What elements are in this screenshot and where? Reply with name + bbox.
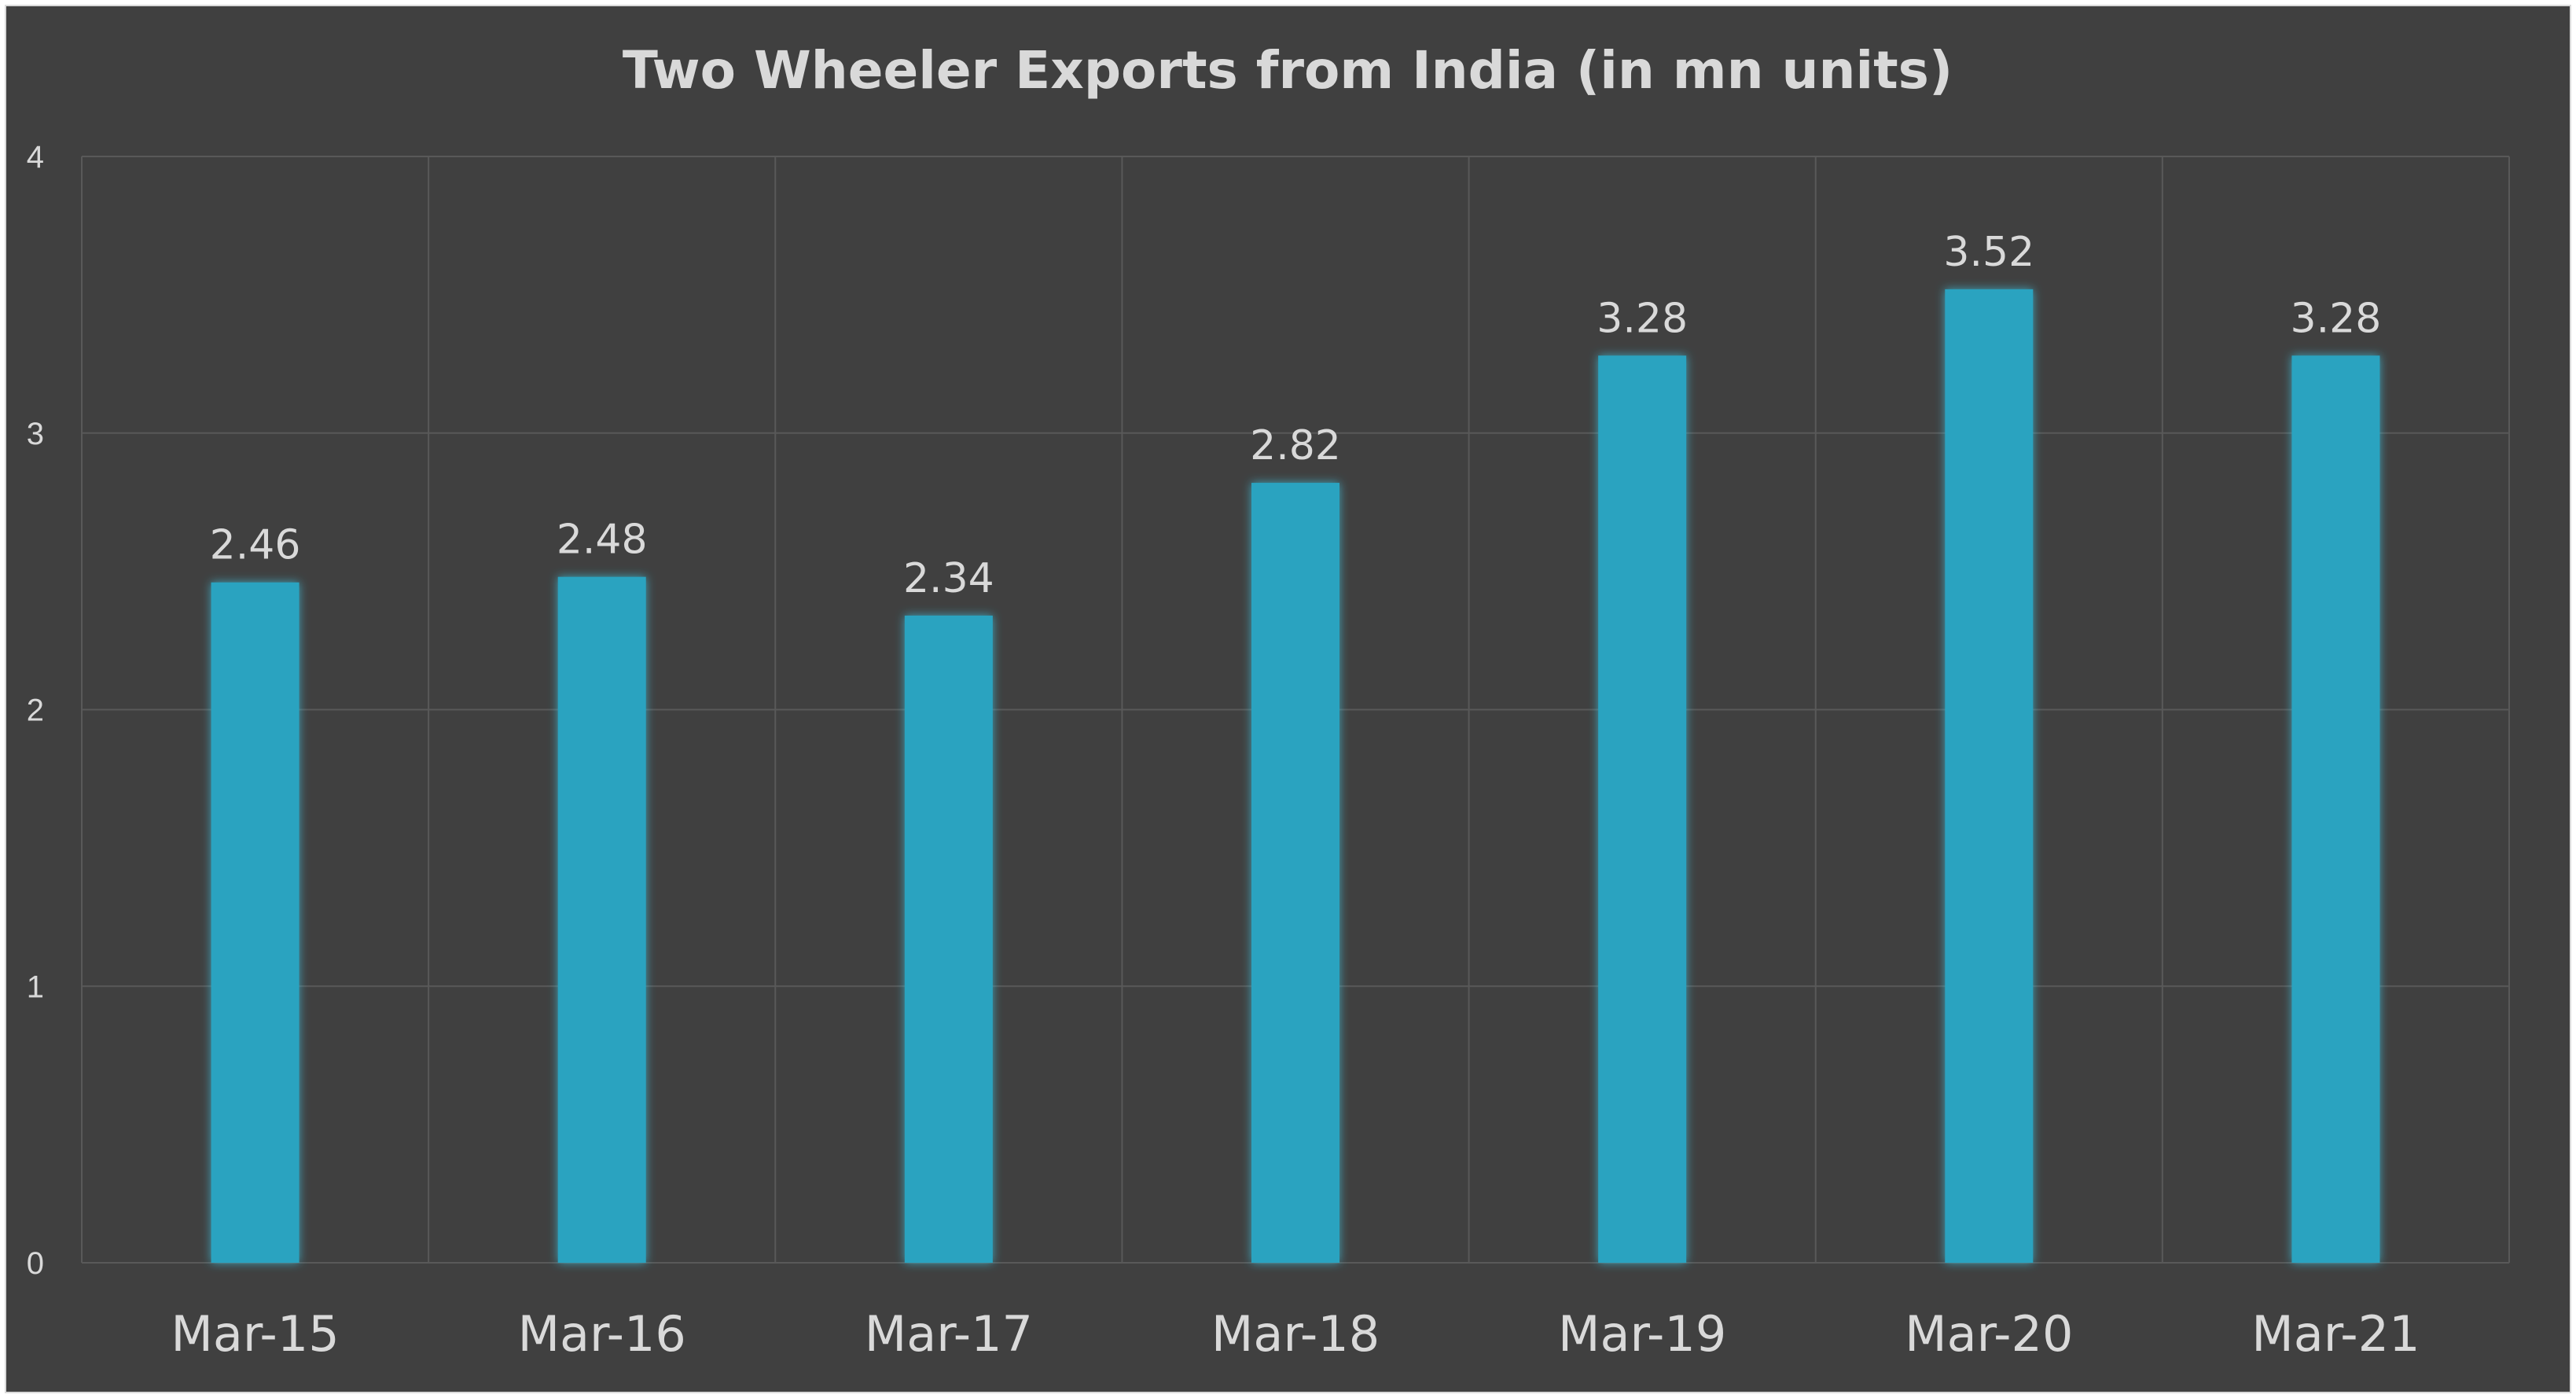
data-label: 3.28 xyxy=(1597,295,1688,342)
x-tick-label: Mar-15 xyxy=(171,1305,339,1363)
x-axis-ticks: Mar-15 Mar-16 Mar-17 Mar-18 Mar-19 Mar-20 Mar-… xyxy=(171,1305,2420,1363)
bars xyxy=(211,289,2380,1264)
data-label: 2.46 xyxy=(210,522,301,569)
y-tick-label: 2 xyxy=(27,693,44,728)
x-tick-label: Mar-16 xyxy=(518,1305,686,1363)
x-tick-label: Mar-17 xyxy=(865,1305,1033,1363)
bar xyxy=(1598,355,1687,1263)
bar xyxy=(2291,355,2380,1263)
x-tick-label: Mar-21 xyxy=(2251,1305,2420,1363)
data-label: 3.52 xyxy=(1943,229,2034,276)
bar xyxy=(1251,483,1339,1263)
y-tick-label: 3 xyxy=(27,417,44,451)
data-label: 3.28 xyxy=(2291,295,2382,342)
bar xyxy=(557,576,646,1263)
y-tick-label: 4 xyxy=(27,140,44,175)
x-tick-label: Mar-18 xyxy=(1211,1305,1380,1363)
x-tick-label: Mar-19 xyxy=(1558,1305,1726,1363)
x-tick-label: Mar-20 xyxy=(1905,1305,2073,1363)
data-label: 2.82 xyxy=(1250,422,1341,469)
bar xyxy=(1945,289,2034,1264)
data-labels: 2.46 2.48 2.34 2.82 3.28 3.52 3.28 xyxy=(210,229,2382,602)
data-label: 2.34 xyxy=(903,555,994,602)
grid-lines xyxy=(81,156,2510,1264)
y-tick-label: 0 xyxy=(27,1246,44,1281)
bar xyxy=(904,615,993,1263)
y-axis-ticks: 0 1 2 3 4 xyxy=(27,140,44,1281)
bar xyxy=(211,582,299,1263)
data-label: 2.48 xyxy=(557,517,648,564)
chart-title: Two Wheeler Exports from India (in mn un… xyxy=(623,40,1953,101)
y-tick-label: 1 xyxy=(27,969,44,1004)
